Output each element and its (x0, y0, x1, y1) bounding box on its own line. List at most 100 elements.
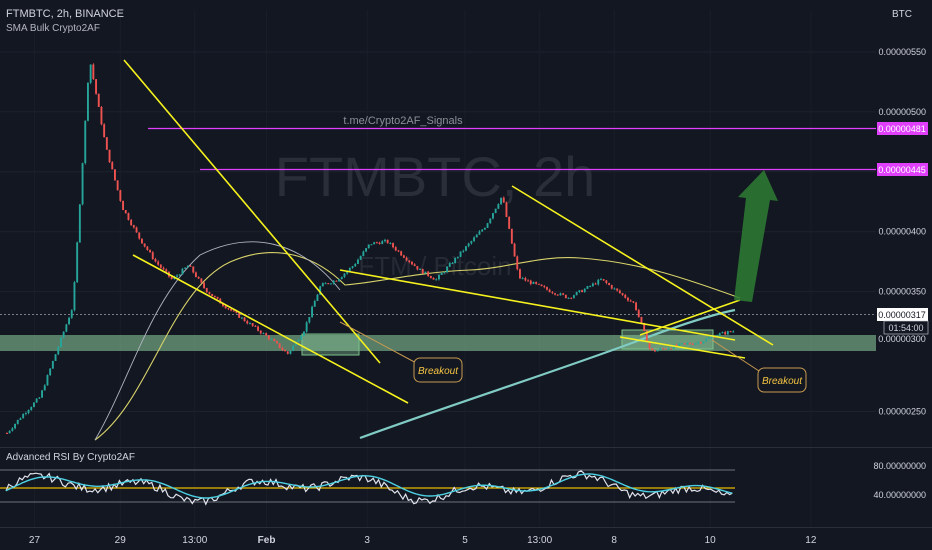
candle-body (540, 284, 543, 287)
trendline-lower-1 (132, 254, 409, 404)
time-tick-label: 3 (364, 535, 370, 546)
candle-body (154, 259, 157, 262)
candle-body (516, 256, 519, 270)
candle-body (567, 297, 570, 299)
candle-body (600, 279, 602, 281)
price-tick-label: 0.00000400 (878, 227, 926, 237)
candle-body (551, 292, 554, 294)
candle-body (705, 338, 708, 342)
currency-label: BTC (892, 9, 912, 20)
candle-body (384, 239, 386, 242)
candle-body (386, 239, 389, 244)
candle-body (232, 310, 235, 312)
candle-body (683, 343, 686, 345)
candle-body (470, 241, 473, 244)
time-tick-label: 13:00 (527, 535, 552, 546)
candle-body (535, 281, 538, 284)
candle-body (378, 242, 381, 245)
candle-body (508, 216, 511, 229)
watermark-symbol: FTMBTC, 2h (275, 145, 595, 208)
candle-body (27, 410, 30, 414)
candle-body (686, 343, 689, 345)
candle-body (227, 308, 230, 310)
candle-body (370, 244, 373, 246)
candle-body (286, 351, 289, 354)
level-high-tag (877, 122, 928, 135)
candle-body (305, 322, 308, 332)
candle-body (68, 317, 70, 325)
candle-body (159, 264, 162, 268)
watermark-pair: FTM / Bitcoin (358, 251, 511, 281)
candle-body (335, 280, 338, 282)
candle-body (586, 286, 589, 289)
symbol-title[interactable]: FTMBTC, 2h, BINANCE (6, 8, 124, 20)
candle-body (497, 204, 500, 209)
candle-body (492, 213, 494, 219)
sma-short-line (94, 252, 741, 441)
candle-body (645, 330, 648, 343)
candle-body (22, 413, 25, 419)
candle-body (548, 289, 551, 293)
candle-body (438, 274, 440, 280)
candle-body (575, 291, 578, 296)
candle-body (278, 343, 281, 348)
candle-body (340, 276, 343, 280)
candle-body (95, 79, 97, 94)
price-tick-label: 0.00000500 (878, 107, 926, 117)
candle-body (616, 288, 619, 291)
candle-body (197, 276, 200, 279)
candle-body (397, 250, 400, 252)
candle-body (284, 349, 286, 352)
candle-body (308, 316, 311, 323)
candle-body (608, 283, 610, 286)
candle-body (478, 231, 481, 235)
candle-body (473, 237, 475, 242)
candle-body (402, 255, 405, 258)
countdown-label: 01:54:00 (888, 323, 923, 333)
candle-body (178, 274, 181, 276)
candle-body (346, 271, 349, 274)
candle-body (392, 243, 394, 248)
candle-body (602, 279, 605, 281)
candle-body (205, 288, 208, 293)
candle-body (546, 287, 548, 290)
candle-body (149, 250, 151, 253)
breakout-callout-1 (413, 357, 463, 383)
candle-body (46, 375, 49, 386)
candle-body (537, 283, 540, 285)
candle-body (416, 266, 419, 270)
candle-body (654, 350, 656, 352)
price-tick-label: 0.00000550 (878, 47, 926, 57)
candle-body (408, 260, 411, 262)
time-axis: 27 29 13:00 Feb 3 5 13:00 8 10 12 (29, 535, 817, 546)
grid (0, 10, 876, 527)
candle-body (138, 232, 141, 239)
candle-body (76, 242, 79, 283)
indicator-label[interactable]: SMA Bulk Crypto2AF (6, 23, 100, 34)
candle-body (583, 288, 586, 293)
candle-body (213, 296, 216, 298)
candles (6, 63, 735, 435)
candle-body (338, 279, 340, 282)
breakout-box-1 (301, 333, 360, 356)
rsi-panel-title[interactable]: Advanced RSI By Crypto2AF (6, 452, 135, 463)
candle-body (502, 197, 505, 203)
candle-body (8, 430, 11, 434)
candle-body (230, 309, 232, 311)
candle-body (316, 294, 319, 302)
candle-body (432, 277, 435, 280)
candle-body (105, 137, 108, 150)
candle-body (624, 294, 627, 298)
signals-link[interactable]: t.me/Crypto2AF_Signals (343, 115, 463, 127)
candle-body (354, 263, 357, 267)
candle-body (524, 278, 527, 281)
candle-body (319, 286, 322, 295)
candle-body (670, 348, 673, 350)
candle-body (381, 241, 384, 245)
candle-body (500, 197, 502, 205)
candle-body (451, 263, 454, 265)
target-arrow (734, 170, 778, 302)
candle-body (116, 180, 119, 191)
